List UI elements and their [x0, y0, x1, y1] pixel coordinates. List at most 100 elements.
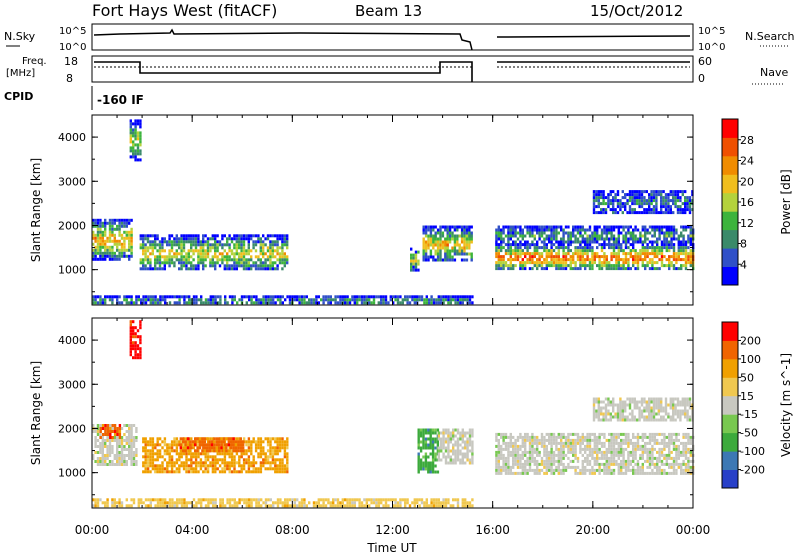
- echo-cell: [190, 243, 193, 247]
- echo-cell: [626, 202, 629, 206]
- echo-cell: [94, 439, 97, 442]
- echo-cell: [94, 430, 97, 433]
- echo-cell: [116, 501, 119, 505]
- echo-cell: [639, 471, 642, 475]
- echo-cell: [540, 255, 544, 259]
- echo-cell: [344, 295, 347, 299]
- echo-cell: [509, 234, 512, 238]
- echo-cell: [512, 225, 515, 229]
- echo-cell: [500, 447, 503, 451]
- echo-cell: [567, 252, 570, 256]
- echo-cell: [461, 446, 464, 450]
- echo-cell: [431, 470, 435, 474]
- echo-cell: [605, 264, 608, 268]
- echo-cell: [96, 236, 100, 240]
- echo-cell: [440, 443, 443, 447]
- echo-cell: [417, 458, 420, 462]
- echo-cell: [266, 267, 270, 271]
- colorbar-tick-label: 20: [740, 175, 754, 188]
- echo-cell: [242, 243, 246, 247]
- echo-cell: [96, 245, 100, 249]
- echo-cell: [656, 465, 659, 469]
- echo-cell: [192, 470, 195, 474]
- echo-cell: [533, 234, 536, 238]
- echo-cell: [94, 436, 97, 439]
- echo-cell: [175, 458, 179, 462]
- echo-cell: [667, 193, 670, 197]
- echo-cell: [550, 249, 553, 253]
- echo-cell: [144, 237, 147, 241]
- echo-cell: [269, 295, 272, 299]
- echo-cell: [521, 438, 524, 442]
- echo-cell: [620, 258, 623, 262]
- echo-cell: [431, 455, 435, 459]
- echo-cell: [579, 447, 582, 451]
- echo-cell: [146, 443, 150, 447]
- echo-cell: [235, 452, 239, 456]
- echo-cell: [456, 498, 460, 502]
- echo-cell: [178, 298, 181, 302]
- echo-cell: [111, 501, 114, 505]
- echo-cell: [365, 501, 368, 505]
- echo-cell: [497, 243, 500, 247]
- echo-cell: [607, 199, 610, 203]
- echo-cell: [414, 253, 418, 257]
- echo-cell: [286, 467, 289, 471]
- echo-cell: [629, 438, 632, 442]
- echo-cell: [465, 225, 469, 229]
- echo-cell: [660, 193, 663, 197]
- nsearch-tick-low: 10^0: [698, 42, 725, 53]
- echo-cell: [180, 237, 183, 241]
- echo-cell: [581, 249, 584, 253]
- echo-cell: [615, 450, 618, 454]
- echo-cell: [586, 264, 589, 268]
- echo-cell: [346, 501, 349, 505]
- echo-cell: [646, 237, 649, 241]
- echo-cell: [144, 246, 147, 250]
- echo-cell: [206, 437, 209, 441]
- echo-cell: [591, 249, 594, 253]
- echo-cell: [356, 295, 359, 299]
- echo-cell: [615, 255, 618, 259]
- echo-cell: [430, 295, 433, 299]
- echo-cell: [419, 440, 423, 444]
- echo-cell: [634, 228, 637, 232]
- echo-cell: [240, 255, 243, 259]
- echo-cell: [266, 467, 270, 471]
- echo-cell: [524, 432, 527, 436]
- echo-cell: [644, 249, 647, 253]
- echo-cell: [113, 436, 116, 439]
- echo-cell: [187, 240, 190, 244]
- echo-cell: [536, 252, 539, 256]
- echo-cell: [214, 470, 217, 474]
- echo-cell: [588, 267, 592, 271]
- echo-cell: [242, 264, 246, 268]
- echo-cell: [555, 252, 558, 256]
- echo-cell: [96, 445, 100, 448]
- echo-cell: [417, 437, 420, 441]
- echo-cell: [497, 462, 500, 466]
- echo-cell: [552, 435, 556, 439]
- echo-cell: [550, 444, 553, 448]
- echo-cell: [689, 237, 692, 241]
- echo-cell: [495, 435, 498, 439]
- echo-cell: [603, 246, 606, 250]
- echo-cell: [209, 301, 212, 305]
- echo-cell: [500, 471, 503, 475]
- echo-cell: [315, 295, 318, 299]
- echo-cell: [132, 457, 136, 460]
- echo-cell: [512, 471, 515, 475]
- echo-cell: [531, 450, 534, 454]
- echo-cell: [460, 231, 464, 235]
- echo-cell: [156, 498, 160, 502]
- echo-cell: [336, 504, 340, 508]
- echo-cell: [614, 193, 617, 197]
- echo-cell: [444, 225, 447, 229]
- echo-cell: [608, 465, 611, 469]
- echo-cell: [129, 128, 132, 132]
- echo-cell: [669, 199, 672, 203]
- echo-cell: [689, 258, 692, 262]
- echo-cell: [219, 504, 222, 508]
- echo-cell: [636, 252, 640, 256]
- echo-cell: [524, 471, 527, 475]
